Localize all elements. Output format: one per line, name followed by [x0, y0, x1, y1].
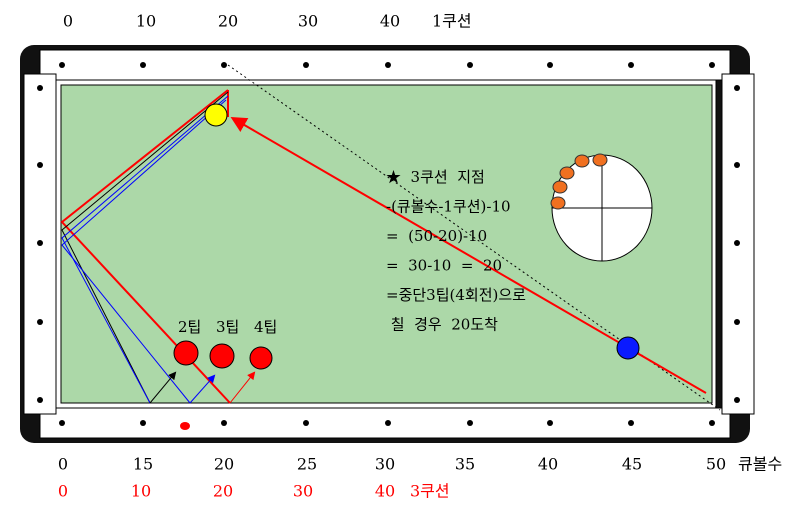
bottom-scale-label: 25 — [297, 455, 317, 474]
diamond — [59, 420, 65, 426]
balls — [173, 103, 640, 430]
top-scale-label: 20 — [218, 12, 238, 31]
diamond — [628, 62, 634, 68]
bottom-scale-label: 50 — [706, 455, 726, 474]
diamond — [709, 62, 715, 68]
top-scale-title: 1쿠션 — [432, 12, 472, 31]
red-scale-title: 3쿠션 — [410, 482, 450, 501]
diamond — [37, 397, 43, 403]
tip-label: 4팁 — [254, 318, 277, 336]
diamond — [734, 319, 740, 325]
bottom-scale-label: 30 — [375, 455, 395, 474]
bottom-scale-title: 큐볼수 — [738, 455, 782, 474]
diamond — [385, 420, 391, 426]
bottom-scale-label: 35 — [455, 455, 475, 474]
diamond — [37, 240, 43, 246]
bottom-scale-label: 20 — [214, 455, 234, 474]
note-line: 칠 경우 20도착 — [386, 316, 498, 334]
diamond — [734, 85, 740, 91]
tip-chart — [550, 153, 653, 262]
note-line: = (50-20)-10 — [386, 227, 487, 245]
red-scale-label: 0 — [58, 482, 68, 501]
bottom-scale-label: 15 — [133, 455, 153, 474]
top-scale-label: 30 — [298, 12, 318, 31]
bottom-scale-label: 40 — [538, 455, 558, 474]
diamond — [37, 319, 43, 325]
diamond — [221, 62, 227, 68]
tip-label: 2팁 — [178, 318, 201, 336]
red-scale-label: 30 — [293, 482, 313, 501]
top-scale-label: 40 — [380, 12, 400, 31]
diamond — [547, 62, 553, 68]
diamond — [140, 420, 146, 426]
diamond — [467, 62, 473, 68]
note-line: = 30-10 = 20 — [386, 257, 502, 275]
diamond — [547, 420, 553, 426]
diamond — [303, 420, 309, 426]
diamonds — [37, 62, 740, 426]
diamond — [734, 397, 740, 403]
diamond — [628, 420, 634, 426]
diamond — [734, 240, 740, 246]
tip-label: 3팁 — [216, 318, 239, 336]
labels: 0 10 20 30 40 1쿠션 0 15 20 25 30 35 40 45 50 큐볼수 0 10 20 30 4… — [58, 12, 782, 501]
top-scale-label: 10 — [136, 12, 156, 31]
red-scale-label: 10 — [131, 482, 151, 501]
red-scale-label: 40 — [375, 482, 395, 501]
diamond — [59, 62, 65, 68]
diamond — [709, 420, 715, 426]
top-scale-label: 0 — [63, 12, 73, 31]
diamond — [37, 85, 43, 91]
note-line: =중단3팁(4회전)으로 — [386, 286, 526, 304]
diamond — [734, 162, 740, 168]
diamond — [37, 162, 43, 168]
note-line: -(큐볼수-1쿠션)-10 — [386, 198, 511, 216]
note-line: ★ 3쿠션 지점 — [386, 168, 485, 186]
diamond — [467, 420, 473, 426]
bottom-scale-label: 45 — [622, 455, 642, 474]
red-scale-label: 20 — [213, 482, 233, 501]
diamond — [385, 62, 391, 68]
diamond — [140, 62, 146, 68]
diamond — [221, 420, 227, 426]
diamond — [303, 62, 309, 68]
bottom-scale-label: 0 — [58, 455, 68, 474]
